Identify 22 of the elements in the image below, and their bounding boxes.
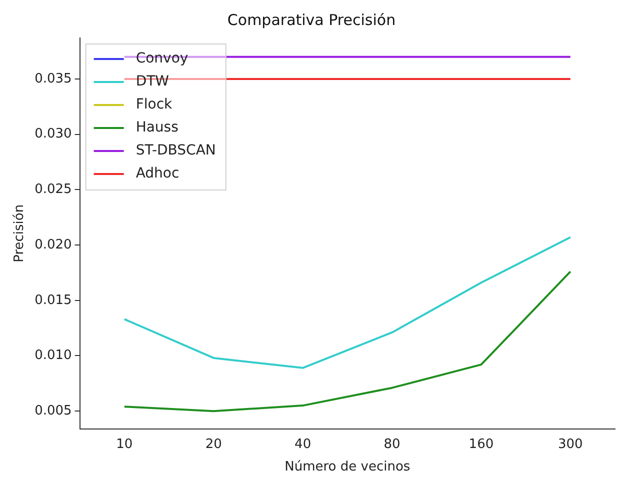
x-tick-label: 40 bbox=[294, 436, 312, 452]
y-tick-label: 0.025 bbox=[34, 182, 72, 198]
x-axis-title: Número de vecinos bbox=[284, 460, 410, 475]
y-tick-label: 0.010 bbox=[34, 348, 72, 364]
y-tick-label: 0.020 bbox=[34, 237, 72, 252]
y-axis-title: Precisión bbox=[12, 204, 28, 262]
legend-label: Flock bbox=[136, 96, 174, 113]
x-tick-label: 80 bbox=[384, 436, 400, 452]
y-tick-label: 0.030 bbox=[34, 126, 72, 142]
legend-label: Hauss bbox=[136, 120, 178, 136]
legend-label: ST-DBSCAN bbox=[136, 142, 216, 159]
x-tick-label: 160 bbox=[468, 436, 494, 452]
y-tick-label: 0.035 bbox=[34, 71, 72, 86]
x-tick-label: 300 bbox=[558, 436, 583, 452]
legend-label: Adhoc bbox=[136, 166, 180, 182]
y-tick-label: 0.015 bbox=[34, 292, 72, 308]
x-tick-label: 10 bbox=[116, 436, 133, 452]
chart-title: Comparativa Precisión bbox=[227, 10, 396, 29]
legend-label: DTW bbox=[136, 74, 170, 90]
y-tick-label: 0.005 bbox=[34, 403, 72, 418]
x-tick-label: 20 bbox=[205, 436, 222, 452]
legend-label: Convoy bbox=[136, 50, 188, 67]
